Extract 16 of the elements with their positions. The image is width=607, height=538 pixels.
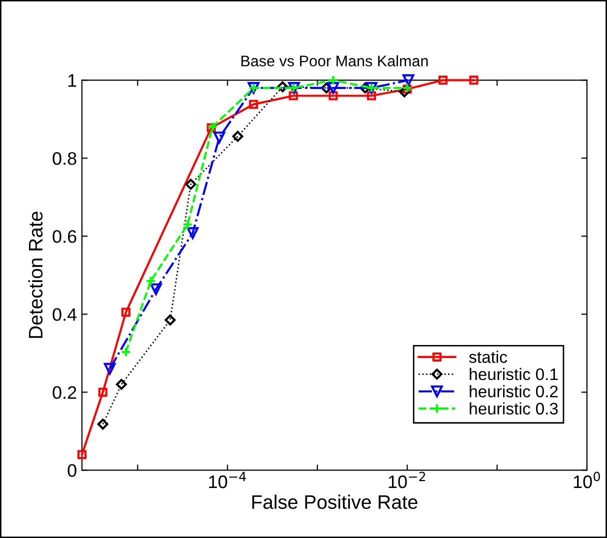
- legend-label: heuristic 0.2: [470, 385, 558, 398]
- y-axis-title: Detection Rate: [28, 212, 43, 338]
- legend-label: heuristic 0.1: [470, 368, 558, 380]
- x-tick-label: 10$^{0}$: [574, 472, 600, 488]
- y-tick-label: 1: [68, 74, 76, 87]
- y-tick-label: 0: [68, 464, 76, 477]
- x-tick-label: 10$^{−4}$: [209, 472, 246, 488]
- y-tick-label: 0.4: [52, 308, 77, 321]
- legend-label: static: [469, 350, 508, 363]
- x-tick-label: 10$^{−2}$: [388, 472, 426, 488]
- y-tick-label: 0.2: [52, 386, 76, 399]
- y-tick-label: 0.6: [52, 230, 76, 243]
- legend-label: heuristic 0.3: [470, 402, 558, 415]
- x-axis-title: False Positive Rate: [252, 494, 418, 509]
- y-tick-label: 0.8: [52, 152, 76, 165]
- chart-title: Base vs Poor Mans Kalman: [241, 55, 428, 66]
